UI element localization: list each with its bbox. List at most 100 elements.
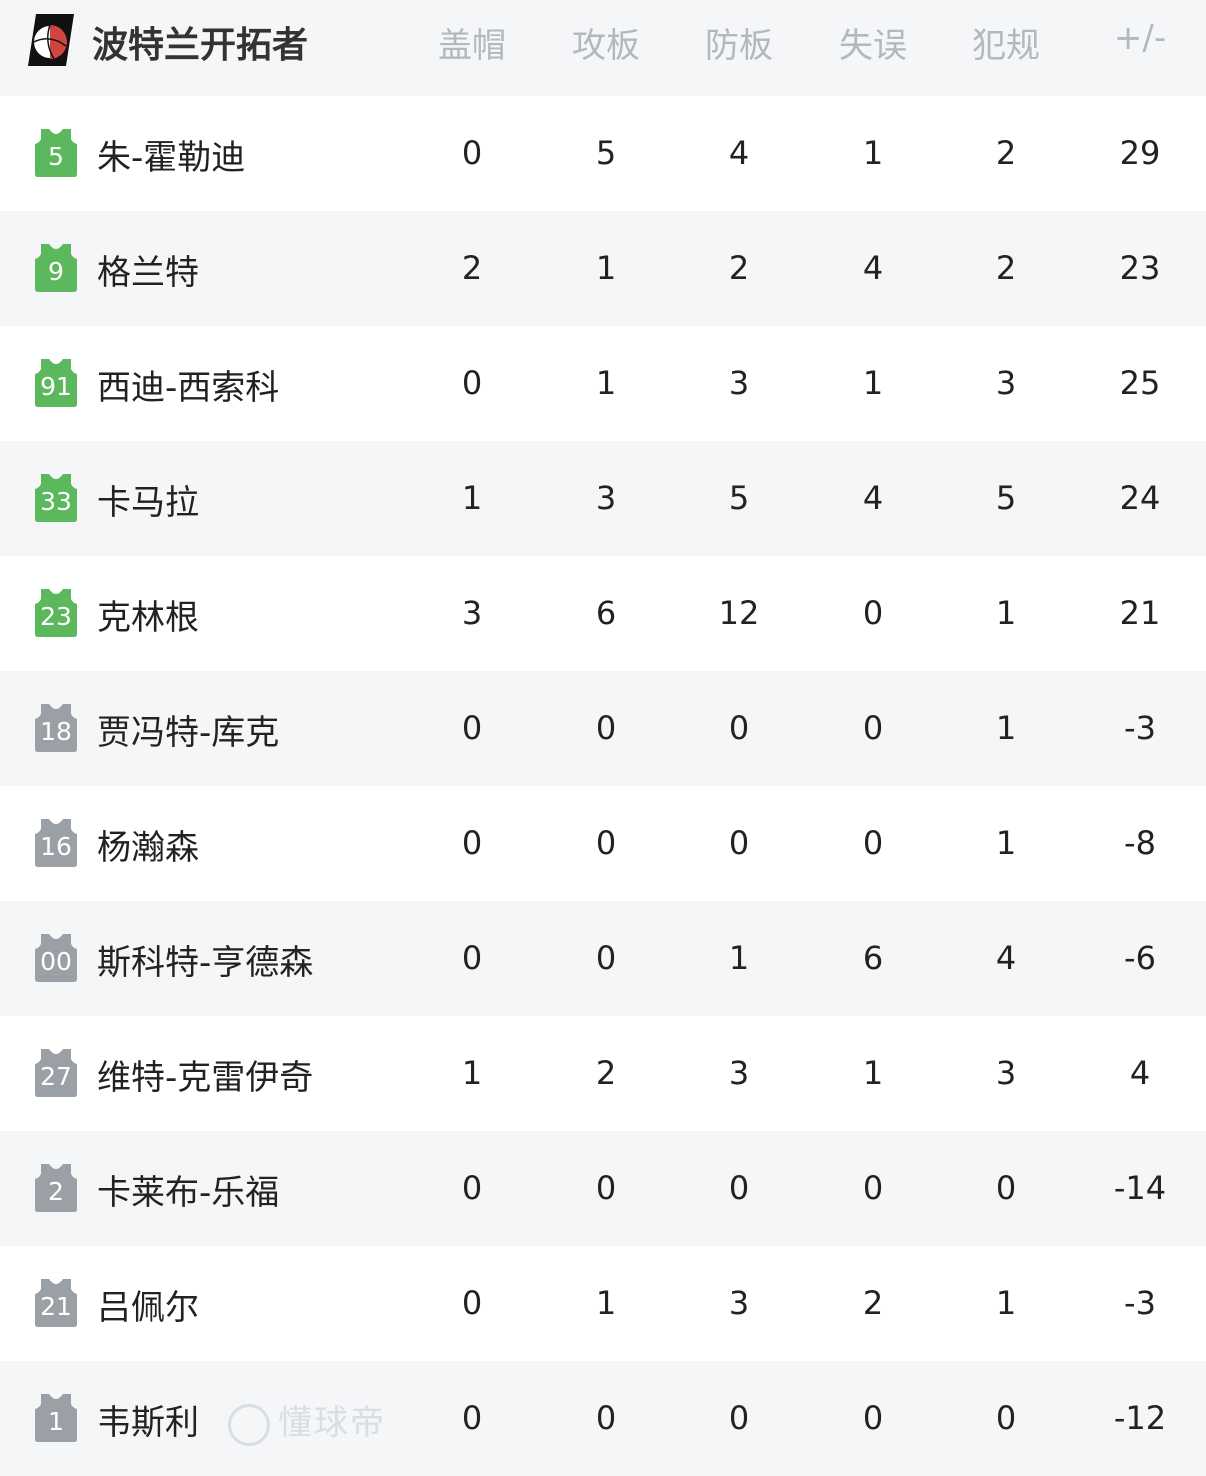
jersey-number: 21 bbox=[40, 1292, 72, 1321]
player-row[interactable]: 33 卡马拉 1 3 5 4 5 24 bbox=[0, 441, 1206, 556]
stat-cell: 0 bbox=[595, 709, 617, 747]
team-name: 波特兰开拓者 bbox=[92, 25, 309, 66]
stat-cell: 2 bbox=[728, 249, 750, 287]
jersey-number: 5 bbox=[48, 142, 64, 171]
stat-cell: 0 bbox=[461, 824, 483, 862]
jersey-icon: 5 bbox=[35, 129, 77, 177]
jersey-number: 23 bbox=[40, 602, 72, 631]
stat-cell: 1 bbox=[995, 1284, 1017, 1322]
stat-cell: -14 bbox=[1113, 1169, 1167, 1207]
jersey-icon: 18 bbox=[35, 704, 77, 752]
column-header[interactable]: 攻板 bbox=[572, 26, 640, 66]
player-name[interactable]: 韦斯利 bbox=[97, 1403, 199, 1443]
column-header[interactable]: +/- bbox=[1113, 18, 1167, 58]
player-name[interactable]: 格兰特 bbox=[97, 253, 199, 293]
stat-cell: 29 bbox=[1119, 134, 1161, 172]
stat-cell: 0 bbox=[862, 1169, 884, 1207]
column-header[interactable]: 犯规 bbox=[972, 26, 1040, 66]
stat-cell: 3 bbox=[995, 1054, 1017, 1092]
player-row[interactable]: 18 贾冯特-库克 0 0 0 0 1 -3 bbox=[0, 671, 1206, 786]
stat-cell: 0 bbox=[728, 709, 750, 747]
player-name[interactable]: 维特-克雷伊奇 bbox=[97, 1058, 314, 1098]
stat-cell: 0 bbox=[595, 939, 617, 977]
player-name[interactable]: 卡莱布-乐福 bbox=[97, 1173, 280, 1213]
stat-cell: 3 bbox=[728, 364, 750, 402]
jersey-number: 33 bbox=[40, 487, 72, 516]
stat-cell: 2 bbox=[995, 134, 1017, 172]
player-row[interactable]: 21 吕佩尔 0 1 3 2 1 -3 bbox=[0, 1246, 1206, 1361]
table-header: 波特兰开拓者 盖帽 攻板 防板 失误 犯规 +/- bbox=[0, 0, 1206, 96]
player-name[interactable]: 西迪-西索科 bbox=[97, 368, 280, 408]
player-row[interactable]: 1 韦斯利 0 0 0 0 0 -12 bbox=[0, 1361, 1206, 1476]
player-row[interactable]: 91 西迪-西索科 0 1 3 1 3 25 bbox=[0, 326, 1206, 441]
player-row[interactable]: 5 朱-霍勒迪 0 5 4 1 2 29 bbox=[0, 96, 1206, 211]
stat-cell: 4 bbox=[995, 939, 1017, 977]
stat-cell: 1 bbox=[461, 479, 483, 517]
stat-cell: 1 bbox=[862, 1054, 884, 1092]
stat-cell: 1 bbox=[595, 249, 617, 287]
player-row[interactable]: 9 格兰特 2 1 2 4 2 23 bbox=[0, 211, 1206, 326]
jersey-icon: 9 bbox=[35, 244, 77, 292]
stat-cell: 3 bbox=[461, 594, 483, 632]
player-name[interactable]: 贾冯特-库克 bbox=[97, 713, 280, 753]
player-name[interactable]: 斯科特-亨德森 bbox=[97, 943, 314, 983]
jersey-icon: 33 bbox=[35, 474, 77, 522]
player-name[interactable]: 朱-霍勒迪 bbox=[97, 138, 246, 178]
stat-cell: 2 bbox=[461, 249, 483, 287]
stat-cell: 21 bbox=[1119, 594, 1161, 632]
jersey-icon: 23 bbox=[35, 589, 77, 637]
player-name[interactable]: 卡马拉 bbox=[97, 483, 199, 523]
stat-cell: 0 bbox=[595, 1399, 617, 1437]
stat-cell: 0 bbox=[461, 1399, 483, 1437]
stat-cell: 0 bbox=[862, 709, 884, 747]
player-row[interactable]: 23 克林根 3 6 12 0 1 21 bbox=[0, 556, 1206, 671]
jersey-number: 2 bbox=[48, 1177, 64, 1206]
stat-cell: -12 bbox=[1113, 1399, 1167, 1437]
jersey-icon: 2 bbox=[35, 1164, 77, 1212]
jersey-icon: 1 bbox=[35, 1394, 77, 1442]
stat-cell: 0 bbox=[461, 364, 483, 402]
jersey-number: 00 bbox=[40, 947, 72, 976]
stat-cell: 12 bbox=[718, 594, 760, 632]
stat-cell: 0 bbox=[461, 939, 483, 977]
player-name[interactable]: 克林根 bbox=[97, 598, 199, 638]
player-row[interactable]: 2 卡莱布-乐福 0 0 0 0 0 -14 bbox=[0, 1131, 1206, 1246]
stat-cell: 4 bbox=[862, 249, 884, 287]
stat-cell: -6 bbox=[1124, 939, 1156, 977]
player-row[interactable]: 00 斯科特-亨德森 0 0 1 6 4 -6 bbox=[0, 901, 1206, 1016]
column-header[interactable]: 盖帽 bbox=[438, 26, 506, 66]
stat-cell: 2 bbox=[595, 1054, 617, 1092]
stat-cell: 3 bbox=[728, 1284, 750, 1322]
team-logo bbox=[28, 14, 74, 66]
stat-cell: 0 bbox=[595, 1169, 617, 1207]
stat-cell: 0 bbox=[862, 1399, 884, 1437]
stat-cell: 2 bbox=[862, 1284, 884, 1322]
column-header[interactable]: 防板 bbox=[705, 26, 773, 66]
stat-cell: 0 bbox=[728, 1169, 750, 1207]
stat-cell: 25 bbox=[1119, 364, 1161, 402]
player-row[interactable]: 16 杨瀚森 0 0 0 0 1 -8 bbox=[0, 786, 1206, 901]
jersey-icon: 00 bbox=[35, 934, 77, 982]
stat-cell: 2 bbox=[995, 249, 1017, 287]
stat-cell: 6 bbox=[862, 939, 884, 977]
stat-cell: 4 bbox=[862, 479, 884, 517]
stat-cell: 1 bbox=[728, 939, 750, 977]
player-name[interactable]: 吕佩尔 bbox=[97, 1288, 199, 1328]
stat-cell: 1 bbox=[595, 1284, 617, 1322]
jersey-icon: 21 bbox=[35, 1279, 77, 1327]
watermark-text: 懂球帝 bbox=[278, 1403, 386, 1443]
stat-cell: 1 bbox=[995, 824, 1017, 862]
stat-cell: 0 bbox=[728, 824, 750, 862]
jersey-number: 1 bbox=[48, 1407, 64, 1436]
stat-cell: 0 bbox=[862, 594, 884, 632]
player-name[interactable]: 杨瀚森 bbox=[97, 828, 199, 868]
jersey-number: 16 bbox=[40, 832, 72, 861]
column-header[interactable]: 失误 bbox=[839, 26, 907, 66]
stat-cell: 0 bbox=[461, 1169, 483, 1207]
stat-cell: 5 bbox=[728, 479, 750, 517]
stat-cell: 6 bbox=[595, 594, 617, 632]
stat-cell: 0 bbox=[862, 824, 884, 862]
stat-cell: 1 bbox=[995, 709, 1017, 747]
stat-cell: 3 bbox=[995, 364, 1017, 402]
player-row[interactable]: 27 维特-克雷伊奇 1 2 3 1 3 4 bbox=[0, 1016, 1206, 1131]
